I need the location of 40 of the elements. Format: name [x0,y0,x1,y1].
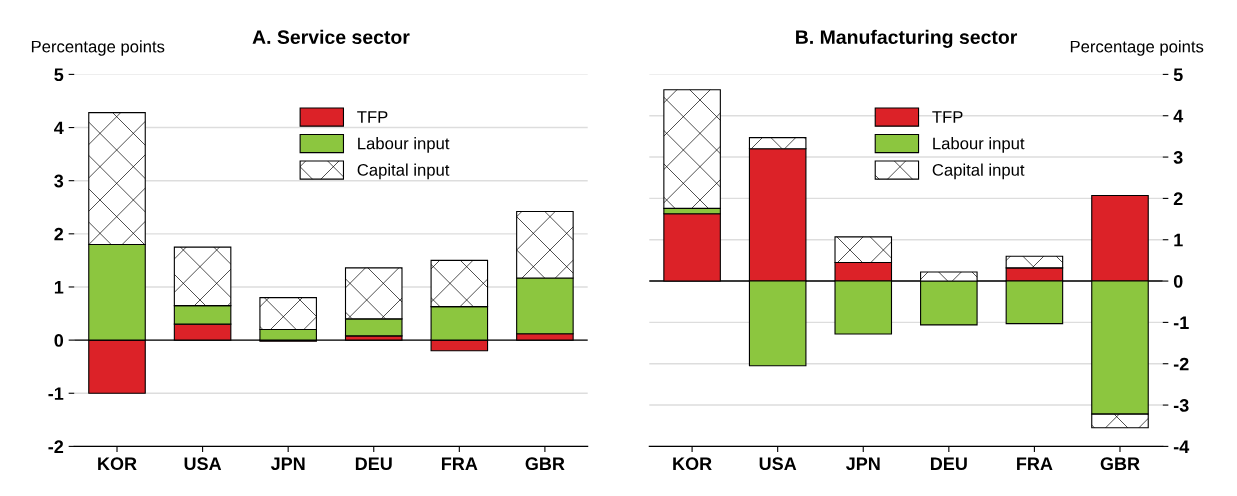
y-tick-label: 4 [54,121,64,135]
legend-label: TFP [932,111,963,123]
y-tick-label: -1 [48,387,64,400]
y-axis-title: Percentage points [31,40,165,56]
y2-tick-label: 0 [1173,275,1183,288]
x-tick-label: FRA [1017,457,1053,470]
y-tick-label: 2 [54,227,64,241]
y2-tick-label: 1 [1174,233,1183,247]
y2-tick-label: -3 [1173,399,1189,412]
y2-axis-title: Percentage points [1070,40,1204,56]
y2-tick-label: -1 [1173,316,1189,329]
y-tick-label: 0 [54,334,64,347]
x-tick-label: KOR [98,457,137,471]
legend-label: TFP [357,111,388,123]
chart-title: B. Manufacturing sector [796,29,1018,48]
x-tick-label: DEU [930,457,967,471]
x-tick-label: DEU [355,457,392,471]
legend-label: Labour input [358,137,450,153]
legend-label: Capital input [932,163,1025,180]
x-tick-label: FRA [441,457,478,470]
x-tick-label: JPN [845,457,880,471]
legend-label: Capital input [357,163,450,180]
x-tick-label: USA [759,457,797,471]
x-tick-label: GBR [1100,457,1140,471]
chart-title: A. Service sector [252,29,410,45]
x-tick-label: USA [184,457,222,471]
y2-tick-label: 5 [1173,68,1183,82]
y-tick-label: 3 [54,174,64,188]
y2-tick-label: 3 [1173,151,1183,164]
y2-tick-label: 4 [1173,109,1184,123]
y2-tick-label: 2 [1173,192,1183,205]
x-tick-label: KOR [673,457,712,471]
x-tick-label: JPN [270,457,305,471]
y-tick-label: 1 [54,281,64,294]
legend-label: Labour input [933,137,1025,153]
y-tick-label: -2 [48,440,64,453]
y-tick-label: 5 [54,68,64,82]
y2-tick-label: -2 [1173,357,1189,371]
x-tick-label: GBR [525,457,565,471]
y2-tick-label: -4 [1173,440,1190,453]
